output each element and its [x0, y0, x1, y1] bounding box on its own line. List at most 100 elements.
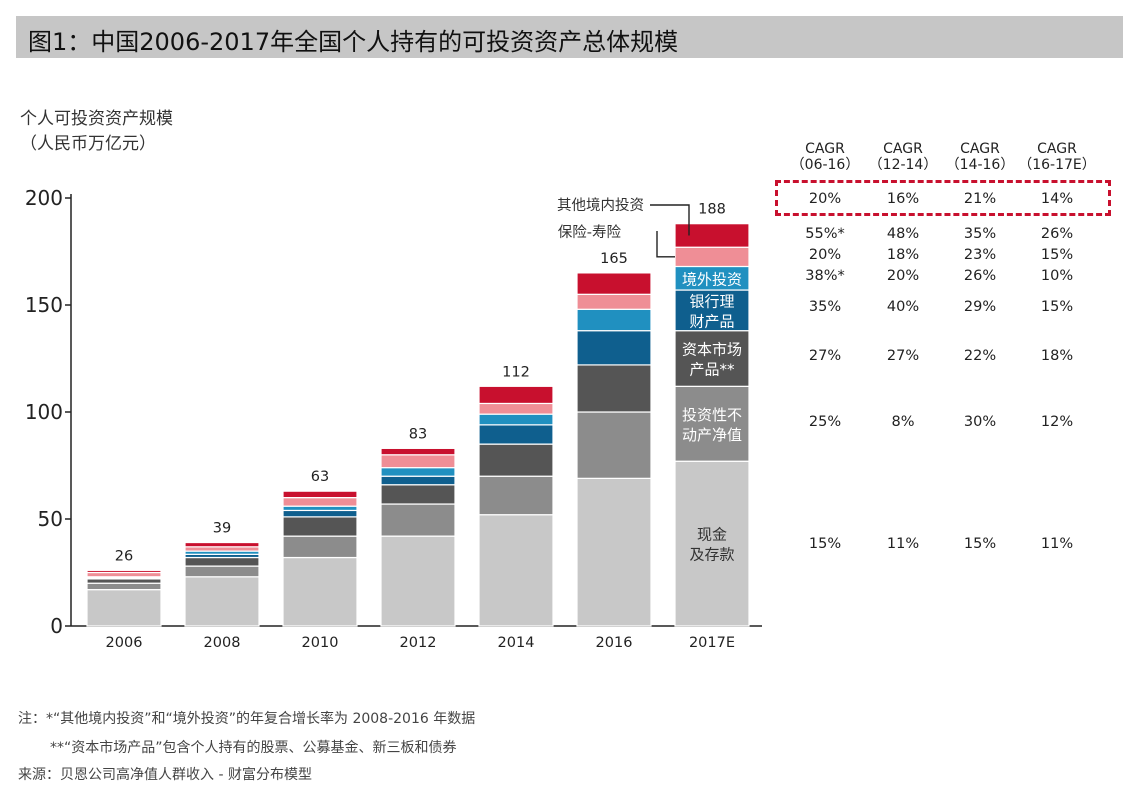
cagr-cell: 25%: [808, 414, 842, 430]
segment-label-overseas: 境外投资: [682, 270, 742, 288]
cagr-cell: 55%*: [805, 226, 845, 242]
cagr-cell: 12%: [1040, 414, 1074, 430]
cagr-cell: 30%: [963, 414, 997, 430]
bar-segment-other_domestic: [478, 385, 554, 405]
cagr-cell: 35%: [808, 299, 842, 315]
segment-label-cash: 现金: [697, 526, 727, 544]
cagr-cell: 16%: [886, 191, 920, 207]
cagr-cell: 27%: [886, 348, 920, 364]
cagr-cell: 40%: [886, 299, 920, 315]
segment-label-capital_market: 产品**: [689, 361, 735, 379]
y-tick-label: 0: [50, 614, 63, 638]
cagr-cell: 26%: [963, 268, 997, 284]
cagr-cell: 22%: [963, 348, 997, 364]
stacked-bar-chart: 0 50 100 150 200 26 2006 39 2008 63 2010 83 2012 112 2…: [25, 186, 762, 651]
bar-segment-wealth_mgmt: [478, 424, 554, 445]
bar-segment-wealth_mgmt: [576, 330, 652, 366]
bar-segment-real_estate: [380, 503, 456, 537]
bar-segment-wealth_mgmt: [380, 475, 456, 486]
cagr-cell: 15%: [1040, 247, 1074, 263]
cagr-row-capital-market: 35% 40% 29% 15%: [780, 299, 1100, 317]
bar-segment-capital_market: [184, 556, 260, 567]
bar-total-label: 165: [600, 251, 628, 267]
cagr-cell: 8%: [891, 414, 915, 430]
bar-segment-wealth_mgmt: [282, 509, 358, 518]
bar-segment-cash: [282, 556, 358, 627]
segment-label-cash: 及存款: [689, 546, 734, 564]
bar-segment-overseas: [282, 505, 358, 512]
cagr-row-extra: 15% 11% 15% 11%: [780, 536, 1100, 554]
cagr-cell: 20%: [808, 191, 842, 207]
cagr-row-insurance: 55%* 48% 35% 26%: [780, 226, 1100, 244]
cagr-header-14-16: CAGR （14-16）: [945, 141, 1015, 173]
bar-segment-other_domestic: [86, 569, 162, 574]
callout-label-other-domestic: 其他境内投资: [557, 196, 644, 214]
cagr-cell: 26%: [1040, 226, 1074, 242]
bar-total-label: 26: [115, 548, 133, 564]
y-tick-label: 150: [25, 293, 63, 317]
bar-segment-overseas: [576, 308, 652, 332]
chart-title: 图1：中国2006-2017年全国个人持有的可投资资产总体规模: [28, 28, 679, 56]
bar-segment-insurance: [282, 497, 358, 507]
segment-label-wealth_mgmt: 财产品: [689, 312, 734, 330]
bar-segment-real_estate: [282, 535, 358, 559]
bar-segment-cash: [576, 477, 652, 627]
cagr-header-06-16: CAGR （06-16）: [790, 141, 860, 173]
x-tick-label: 2010: [302, 635, 339, 651]
x-tick-label: 2006: [106, 635, 143, 651]
bar-segment-capital_market: [674, 330, 750, 387]
callout-line-other-domestic: [650, 204, 690, 236]
x-tick-label: 2016: [596, 635, 633, 651]
bar-total-label: 112: [502, 364, 530, 380]
cagr-row-cash: 25% 8% 30% 12%: [780, 414, 1100, 432]
bar-segment-other_domestic: [282, 490, 358, 499]
bar-segment-cash: [380, 535, 456, 627]
x-tick-label: 2014: [498, 635, 535, 651]
bar-total-label: 39: [213, 521, 231, 537]
bar-segment-capital_market: [86, 578, 162, 584]
unit-label-line2: （人民币万亿元）: [20, 134, 156, 154]
bar-segment-real_estate: [184, 565, 260, 578]
bar-segment-other_domestic: [674, 223, 750, 248]
cagr-row-wealth-mgmt: 38%* 20% 26% 10%: [780, 268, 1100, 286]
bar-segment-real_estate: [576, 411, 652, 479]
bar-segment-real_estate: [478, 475, 554, 516]
bar-segment-capital_market: [282, 516, 358, 537]
callout-line-insurance: [656, 231, 675, 258]
cagr-cell: 15%: [963, 536, 997, 552]
x-tick-label: 2008: [204, 635, 241, 651]
footnote-2: **“资本市场产品”包含个人持有的股票、公募基金、新三板和债券: [50, 740, 457, 756]
cagr-row-real-estate: 27% 27% 22% 18%: [780, 348, 1100, 366]
segment-label-real_estate: 动产净值: [682, 426, 742, 444]
bar-segment-real_estate: [86, 582, 162, 591]
y-tick-label: 200: [25, 186, 63, 210]
cagr-highlight-box: [775, 180, 1111, 216]
unit-label-line1: 个人可投资资产规模: [20, 109, 173, 129]
footnote-1: 注：*“其他境内投资”和“境外投资”的年复合增长率为 2008-2016 年数据: [18, 711, 476, 727]
bar-segment-cash: [478, 514, 554, 627]
callout-label-insurance: 保险-寿险: [558, 224, 622, 241]
bar-segment-cash: [184, 576, 260, 627]
cagr-cell: 10%: [1040, 268, 1074, 284]
bar-segment-insurance: [674, 246, 750, 268]
cagr-row-overseas: 20% 18% 23% 15%: [780, 247, 1100, 265]
bar-segment-cash: [674, 460, 750, 627]
y-tick-label: 50: [38, 507, 63, 531]
x-tick-label: 2012: [400, 635, 437, 651]
cagr-cell: 21%: [963, 191, 997, 207]
bar-segment-wealth_mgmt: [674, 289, 750, 332]
source-note: 来源：贝恩公司高净值人群收入 - 财富分布模型: [18, 767, 312, 783]
bar-segment-overseas: [380, 467, 456, 477]
cagr-cell: 15%: [1040, 299, 1074, 315]
bar-total-label: 63: [311, 469, 329, 485]
y-tick-label: 100: [25, 400, 63, 424]
bar-segment-other_domestic: [380, 447, 456, 456]
bar-segment-other_domestic: [576, 272, 652, 295]
bar-segment-insurance: [576, 293, 652, 310]
segment-label-capital_market: 资本市场: [682, 341, 742, 359]
bar-total-label: 83: [409, 426, 427, 442]
bar-total-label: 188: [698, 202, 726, 218]
cagr-cell: 11%: [886, 536, 920, 552]
bar-segment-insurance: [184, 546, 260, 552]
bar-segment-capital_market: [380, 484, 456, 505]
